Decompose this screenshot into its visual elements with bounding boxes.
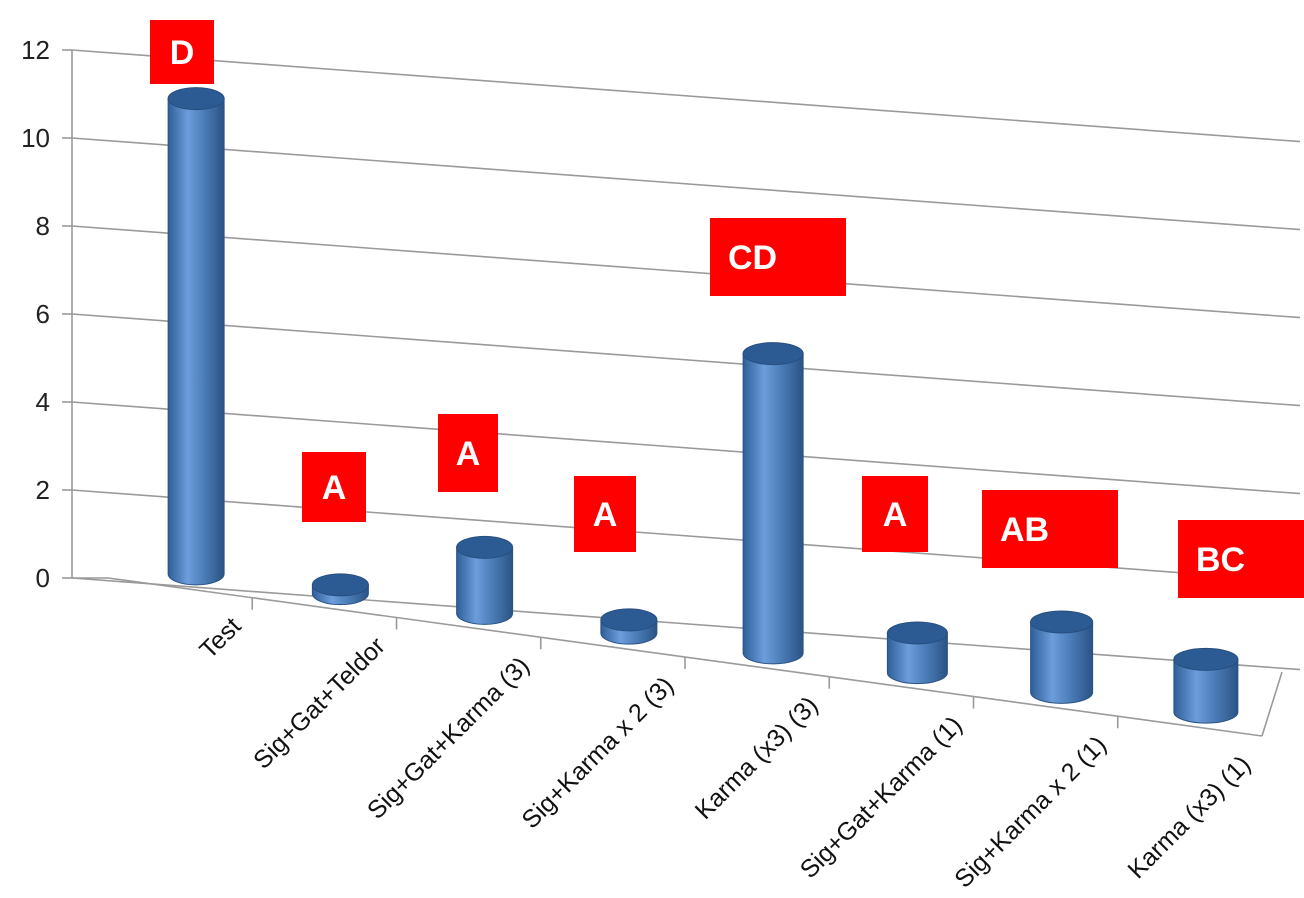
gridline <box>71 401 1301 495</box>
significance-box <box>1178 520 1304 598</box>
category-label: Karma (x3) (3) <box>690 691 824 825</box>
category-label: Test <box>194 612 246 664</box>
category-label: Karma (x3) (1) <box>1123 750 1257 884</box>
significance-text: A <box>883 496 908 534</box>
bar <box>1173 647 1239 724</box>
significance-labels: D A A A CD A AB BC <box>150 20 1304 598</box>
category-label: Sig+Karma x 2 (1) <box>949 731 1112 894</box>
significance-label: A <box>574 476 636 552</box>
significance-box <box>982 490 1118 568</box>
y-tick-label: 10 <box>21 123 50 153</box>
bar-body <box>742 353 804 665</box>
y-tick-label: 0 <box>36 563 50 593</box>
significance-box <box>302 452 366 522</box>
significance-box <box>574 476 636 552</box>
category-label: Sig+Gat+Teldor <box>248 632 391 775</box>
category-label: Sig+Karma x 2 (3) <box>516 671 679 834</box>
floor-right-edge <box>1261 671 1283 737</box>
gridline <box>71 313 1301 407</box>
bar <box>456 535 514 625</box>
significance-text: CD <box>728 239 777 277</box>
y-tick-label: 12 <box>21 35 50 65</box>
gridline <box>71 49 1301 143</box>
y-axis-ticks: 0 2 4 6 8 10 12 <box>21 35 72 593</box>
bar <box>167 87 225 586</box>
bar <box>742 342 804 665</box>
gridlines <box>71 49 1301 671</box>
significance-text: AB <box>1000 511 1049 549</box>
significance-label: A <box>862 476 928 552</box>
significance-text: A <box>322 469 347 507</box>
significance-text: BC <box>1196 541 1245 579</box>
bar-top <box>600 608 658 632</box>
significance-text: D <box>170 34 195 72</box>
bar-top <box>167 87 225 111</box>
category-label: Sig+Gat+Karma (3) <box>362 652 535 825</box>
significance-label: BC <box>1178 520 1304 598</box>
significance-label: D <box>150 20 214 84</box>
significance-label: A <box>302 452 366 522</box>
bar-top <box>1030 610 1094 634</box>
bar-top <box>456 535 514 559</box>
bars <box>167 87 1239 724</box>
bar <box>1030 610 1094 704</box>
y-tick-label: 8 <box>36 211 50 241</box>
significance-text: A <box>593 496 618 534</box>
significance-box <box>438 414 498 492</box>
bar-top <box>886 621 948 645</box>
bar-body <box>1030 621 1094 704</box>
bar <box>600 608 658 645</box>
axes <box>71 50 1283 737</box>
gridline <box>71 137 1301 231</box>
y-tick-label: 6 <box>36 299 50 329</box>
significance-box <box>862 476 928 552</box>
y-tick-label: 4 <box>36 387 50 417</box>
category-label: Sig+Gat+Karma (1) <box>795 711 968 884</box>
significance-label: CD <box>710 218 846 296</box>
bar-body <box>1173 658 1239 724</box>
significance-box <box>150 20 214 84</box>
bar-top <box>1173 647 1239 671</box>
bar-body <box>886 632 948 685</box>
significance-box <box>710 218 846 296</box>
bar <box>311 573 369 606</box>
gridline <box>71 577 1301 671</box>
y-tick-label: 2 <box>36 475 50 505</box>
bar-top <box>742 342 804 366</box>
bar-body <box>456 546 514 625</box>
significance-label: AB <box>982 490 1118 568</box>
bar-body <box>167 98 225 586</box>
significance-text: A <box>456 435 481 473</box>
gridline <box>71 225 1301 319</box>
bar-top <box>311 573 369 597</box>
significance-label: A <box>438 414 498 492</box>
bar <box>886 621 948 685</box>
